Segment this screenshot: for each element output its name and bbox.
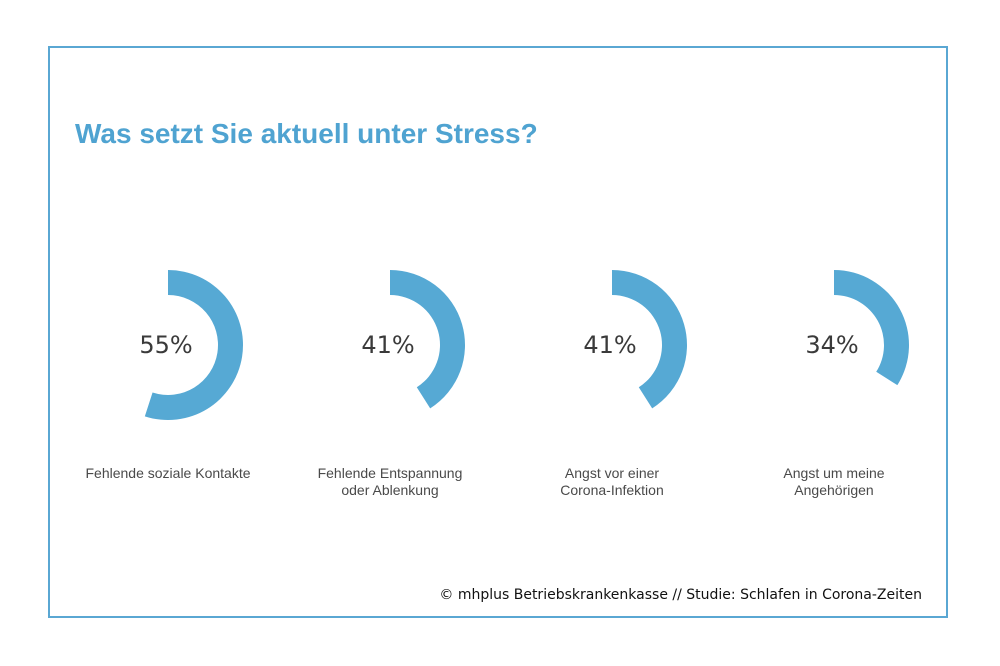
value-label-2: 41% <box>361 331 414 359</box>
category-label-1: Fehlende soziale Kontakte <box>68 465 268 482</box>
category-label-2: Fehlende Entspannung oder Ablenkung <box>290 465 490 499</box>
category-label-line: Fehlende Entspannung <box>317 465 463 481</box>
category-label-4: Angst um meine Angehörigen <box>734 465 934 499</box>
chart-title: Was setzt Sie aktuell unter Stress? <box>75 118 538 149</box>
donut-arc-3 <box>612 270 688 409</box>
category-label-line: Angehörigen <box>794 482 874 498</box>
category-label-line: Corona-Infektion <box>560 482 664 498</box>
category-label-line: Angst um meine <box>783 465 885 481</box>
chart-frame <box>48 46 948 618</box>
source-credit: © mhplus Betriebskrankenkasse // Studie:… <box>439 587 922 603</box>
category-label-line: Fehlende soziale Kontakte <box>85 465 251 481</box>
value-label-4: 34% <box>805 331 858 359</box>
value-label-3: 41% <box>583 331 636 359</box>
donut-arc-1 <box>144 270 244 421</box>
category-label-3: Angst vor einer Corona-Infektion <box>512 465 712 499</box>
donut-arc-2 <box>390 270 465 409</box>
category-label-line: Angst vor einer <box>564 465 660 481</box>
value-label-1: 55% <box>139 331 192 359</box>
donut-arc-4 <box>834 270 909 386</box>
category-label-line: oder Ablenkung <box>341 482 439 498</box>
